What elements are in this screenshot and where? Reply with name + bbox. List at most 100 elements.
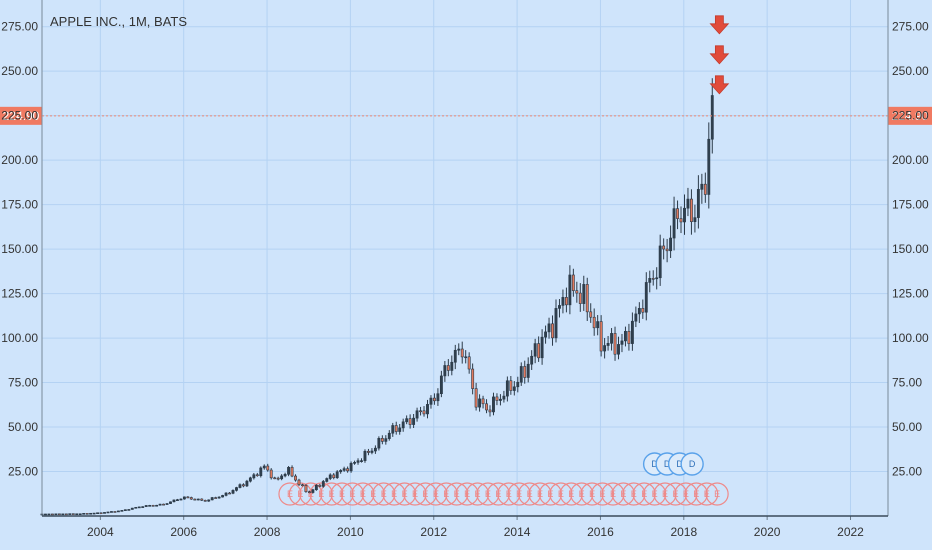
candle-up (89, 512, 93, 515)
candle-up (603, 345, 607, 352)
signal-arrow-down (709, 15, 730, 35)
candle-down (523, 366, 527, 378)
candle-up (412, 417, 416, 425)
candle-down (273, 477, 277, 480)
candle-down (151, 505, 155, 507)
candle-down (162, 503, 165, 506)
dividend-label: D (651, 459, 658, 469)
earnings-label: E (714, 489, 720, 499)
earnings-circle (601, 482, 625, 506)
candle-up (321, 481, 325, 487)
candle-up (384, 438, 388, 442)
axis-layer: 25.00 25.00 50.00 50.00 75.00 75.00 100.00 100.… (1, 0, 929, 539)
candle-up (252, 474, 256, 479)
candle-up (176, 499, 179, 501)
candle-up (169, 501, 172, 504)
earnings-circle (653, 482, 677, 506)
candle-up (342, 468, 346, 471)
candle-down (301, 484, 304, 487)
candle-up (130, 507, 134, 510)
y-tick-label-right: 150.00 (892, 242, 929, 256)
x-tick-label: 2012 (420, 525, 447, 539)
candle-up (373, 447, 377, 452)
y-tick-label-right: 25.00 (892, 465, 922, 479)
candle-up (141, 506, 145, 508)
dividend-label: D (676, 459, 683, 469)
y-tick-label-left: 175.00 (1, 198, 38, 212)
candle-down (214, 497, 218, 499)
y-tick-label-right: 75.00 (892, 376, 922, 390)
candle-up (391, 425, 395, 434)
candle-up (311, 489, 315, 493)
candle-down (380, 438, 384, 442)
candle-down (641, 308, 645, 313)
earnings-circle (372, 482, 396, 506)
candle-down (651, 278, 655, 280)
candle-down (481, 398, 485, 405)
candle-down (193, 498, 197, 501)
candle-down (433, 397, 436, 402)
candle-down (290, 467, 294, 477)
earnings-circle (299, 482, 323, 506)
earnings-circle (705, 482, 729, 506)
candle-down (589, 311, 593, 318)
candle-down (575, 290, 579, 294)
y-tick-label-right: 175.00 (892, 198, 929, 212)
candle-up (457, 348, 461, 351)
earnings-circle (570, 482, 594, 506)
candle-down (307, 491, 311, 494)
candle-down (578, 292, 582, 304)
earnings-circle (632, 482, 656, 506)
candle-up (707, 138, 711, 195)
candle-up (637, 308, 641, 315)
x-tick-label: 2010 (337, 525, 364, 539)
candle-up (450, 361, 454, 371)
candle-up (325, 478, 329, 482)
signal-arrow-down (709, 45, 730, 65)
x-tick-label: 2018 (670, 525, 697, 539)
candle-up (377, 438, 381, 449)
candle-up (280, 475, 284, 480)
candle-up (68, 513, 72, 515)
candle-up (617, 344, 620, 355)
candle-down (276, 477, 280, 480)
candle-up (158, 503, 162, 506)
candle-down (537, 343, 541, 359)
candle-up (75, 513, 79, 516)
y-tick-label-left: 150.00 (1, 242, 38, 256)
earnings-circle (309, 482, 333, 506)
earnings-circle (674, 482, 698, 506)
earnings-circle (392, 482, 417, 506)
dividend-label: D (689, 459, 696, 469)
candle-down (495, 396, 499, 401)
candle-down (422, 410, 426, 415)
candle-up (172, 499, 176, 503)
candle-down (255, 474, 259, 477)
earnings-circle (549, 482, 573, 506)
candle-up (512, 386, 516, 391)
candle-up (464, 356, 468, 359)
candle-up (686, 198, 690, 209)
candle-up (221, 495, 225, 498)
candle-down (200, 498, 204, 501)
candle-up (137, 506, 141, 509)
candle-down (613, 333, 617, 355)
earnings-marker: E (705, 482, 729, 506)
last-price-tag-left-text: 224.90 (3, 109, 40, 123)
price-layer: 224.90 224.90 (0, 15, 932, 125)
candle-up (47, 513, 51, 516)
candle-up (144, 505, 148, 507)
candle-up (630, 320, 634, 344)
y-tick-label-left: 100.00 (1, 331, 38, 345)
candle-up (429, 397, 433, 405)
candle-up (530, 355, 534, 365)
earnings-circle (695, 482, 719, 506)
earnings-circle (476, 482, 500, 506)
candle-up (498, 398, 502, 401)
candle-up (554, 308, 558, 339)
candle-up (179, 498, 183, 501)
earnings-circle (517, 482, 542, 506)
candle-up (370, 450, 374, 453)
